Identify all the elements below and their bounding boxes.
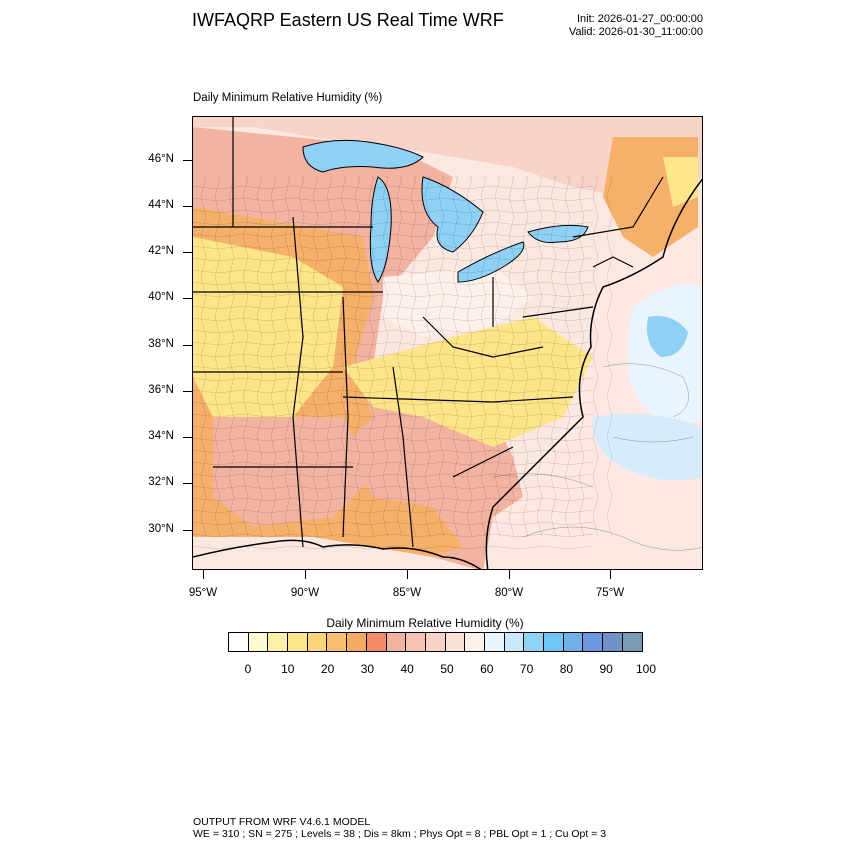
colorbar-swatch	[445, 633, 466, 651]
lake-ontario	[527, 224, 589, 243]
lat-label: 46°N	[148, 153, 174, 165]
colorbar-swatch	[603, 633, 623, 651]
chart-title: IWFAQRP Eastern US Real Time WRF	[192, 10, 504, 30]
lon-label: 75°W	[595, 587, 625, 599]
lon-tick	[610, 570, 611, 579]
lake-erie	[457, 241, 525, 283]
colorbar-label: 10	[281, 662, 295, 676]
colorbar-label: 40	[400, 662, 414, 676]
lon-label: 85°W	[392, 587, 422, 599]
lon-tick	[203, 570, 204, 579]
colorbar-label: 60	[480, 662, 494, 676]
colorbar-swatch	[583, 633, 604, 651]
land-yellow-west	[193, 237, 343, 447]
colorbar-label: 80	[559, 662, 574, 676]
colorbar-swatch	[622, 633, 643, 651]
colorbar-swatch	[307, 633, 328, 651]
colorbar-swatch	[366, 633, 387, 651]
lake-huron	[421, 176, 484, 253]
colorbar-label: 50	[440, 662, 454, 676]
lon-tick	[305, 570, 306, 579]
state-borders	[193, 117, 664, 548]
lat-tick	[183, 437, 192, 438]
lon-tick	[509, 570, 510, 579]
colorbar-swatch	[229, 633, 249, 651]
lat-label: 42°N	[148, 245, 174, 257]
colorbar-title: Daily Minimum Relative Humidity (%)	[326, 616, 524, 630]
colorbar-swatch	[484, 633, 505, 651]
lat-label: 34°N	[148, 430, 174, 442]
map-panel	[192, 116, 703, 570]
lat-tick	[183, 160, 192, 161]
northeast-yellow	[663, 157, 698, 207]
colorbar-swatch	[327, 633, 348, 651]
lon-label: 95°W	[188, 587, 218, 599]
lat-tick	[183, 391, 192, 392]
field-label: Daily Minimum Relative Humidity (%)	[193, 92, 383, 104]
lat-label: 44°N	[148, 199, 174, 211]
lat-tick	[183, 252, 192, 253]
canada-north	[193, 117, 702, 197]
south-salmon	[213, 417, 373, 527]
lon-tick	[407, 570, 408, 579]
colorbar-label: 30	[360, 662, 375, 676]
colorbar-swatch	[268, 633, 289, 651]
colorbar-swatch	[465, 633, 485, 651]
lat-label: 30°N	[148, 523, 174, 535]
lat-tick	[183, 206, 192, 207]
lat-tick	[183, 483, 192, 484]
ocean-contours	[492, 363, 702, 551]
colorbar-swatch	[288, 633, 308, 651]
colorbar-swatch	[524, 633, 544, 651]
time-info: Init: 2026-01-27_00:00:00 Valid: 2026-01…	[569, 13, 703, 39]
east-coastline	[485, 178, 702, 569]
colorbar-label: 70	[519, 662, 534, 676]
colorbar-swatch	[504, 633, 525, 651]
colorbar-label: 0	[244, 662, 252, 676]
colorbar-label: 20	[320, 662, 335, 676]
gulf-coastline	[193, 539, 482, 569]
init-time: Init: 2026-01-27_00:00:00	[577, 13, 703, 25]
colorbar-swatch	[425, 633, 446, 651]
county-grid	[193, 176, 613, 550]
colorbar-swatch	[248, 633, 269, 651]
colorbar-swatch	[544, 633, 564, 651]
model-settings: WE = 310 ; SN = 275 ; Levels = 38 ; Dis …	[193, 828, 607, 840]
gulf-coast	[193, 537, 476, 569]
lon-label: 90°W	[290, 587, 320, 599]
colorbar-swatch	[563, 633, 584, 651]
colorbar	[228, 632, 644, 652]
ocean-light-blue-2	[592, 413, 702, 481]
valid-time: Valid: 2026-01-30_11:00:00	[568, 26, 703, 38]
lat-label: 38°N	[148, 338, 174, 350]
lat-label: 32°N	[148, 476, 174, 488]
model-version: OUTPUT FROM WRF V4.6.1 MODEL	[193, 816, 371, 828]
lon-label: 80°W	[494, 587, 524, 599]
model-info: OUTPUT FROM WRF V4.6.1 MODEL WE = 310 ; …	[193, 816, 606, 840]
colorbar-swatch	[347, 633, 367, 651]
colorbar-swatch	[386, 633, 407, 651]
colorbar-swatch	[406, 633, 426, 651]
lake-michigan	[369, 176, 392, 283]
lake-superior	[302, 139, 424, 173]
lat-tick	[183, 530, 192, 531]
humidity-map	[193, 117, 702, 569]
land-white-ohio	[383, 267, 533, 337]
ocean-blue-patch	[646, 316, 688, 357]
colorbar-label: 90	[599, 662, 613, 676]
lat-tick	[183, 345, 192, 346]
lat-label: 36°N	[148, 384, 174, 396]
colorbar-label: 100	[635, 662, 657, 676]
lat-label: 40°N	[148, 291, 174, 303]
lat-tick	[183, 298, 192, 299]
